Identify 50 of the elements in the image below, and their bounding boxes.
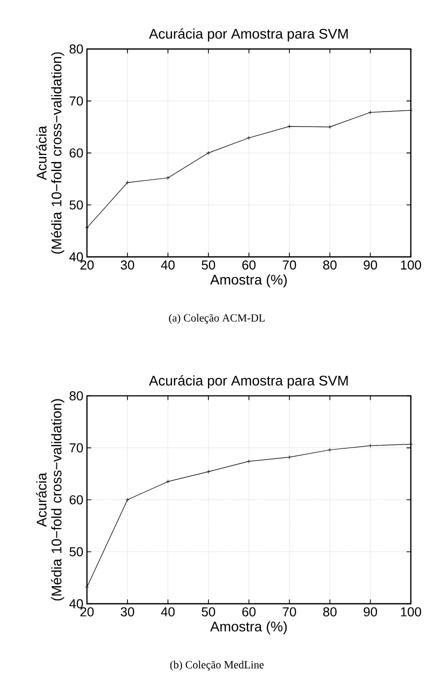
x-tick-label: 50: [202, 607, 216, 616]
y-tick-label: 50: [70, 200, 84, 210]
y-tick-label: 50: [70, 547, 84, 556]
text: (a) Coleção ACM-DL: [169, 314, 265, 324]
x-tick-label: 90: [364, 607, 378, 616]
y-axis-title: Acurácia (Média 10−fold cross−validation): [36, 399, 64, 600]
y-tick-label: 40: [69, 599, 84, 608]
x-tick-label: 20: [80, 260, 94, 270]
y-tick-label: 40: [69, 252, 84, 262]
point: [287, 455, 292, 460]
x-tick-label: 50: [202, 260, 216, 270]
x-axis-title: Amostra (%): [210, 621, 287, 634]
y-tick-label: 80: [70, 44, 84, 54]
x-tick-label: 100: [401, 607, 422, 616]
x-tick-label: 40: [161, 260, 175, 270]
text: (b) Coleção MedLine: [170, 660, 264, 671]
point: [125, 180, 130, 185]
x-tick-label: 30: [120, 607, 134, 616]
point: [368, 110, 372, 114]
y-tick-label: 60: [70, 148, 84, 158]
x-tick-label: 70: [282, 260, 296, 270]
chart-title: Acurácia por Amostra para SVM: [149, 28, 348, 42]
y-tick-label: 60: [70, 495, 84, 504]
point: [206, 150, 211, 155]
point: [368, 444, 372, 448]
x-tick-label: 100: [401, 260, 422, 270]
y-tick-label: 80: [70, 391, 84, 400]
point: [166, 480, 170, 484]
x-tick-label: 80: [323, 607, 337, 616]
point: [125, 498, 130, 502]
y-axis-title: Acurácia (Média 10−fold cross−validation): [36, 52, 64, 254]
point: [328, 448, 332, 452]
x-tick-label: 20: [80, 607, 94, 616]
point: [246, 459, 252, 464]
chart-title: Acurácia por Amostra para SVM: [149, 375, 348, 388]
point: [287, 124, 292, 128]
x-tick-label: 40: [161, 607, 175, 616]
point: [206, 470, 211, 474]
y-tick-label: 70: [70, 96, 84, 106]
x-tick-label: 60: [242, 260, 256, 270]
x-tick-label: 30: [120, 260, 134, 270]
x-tick-label: 80: [323, 260, 337, 270]
x-axis-title: Amostra (%): [210, 274, 287, 288]
y-tick-label: 70: [70, 443, 84, 452]
x-tick-label: 70: [282, 607, 296, 616]
x-tick-label: 90: [364, 260, 378, 270]
point: [328, 124, 332, 129]
point: [246, 136, 252, 140]
point: [166, 176, 170, 180]
x-tick-label: 60: [242, 607, 256, 616]
